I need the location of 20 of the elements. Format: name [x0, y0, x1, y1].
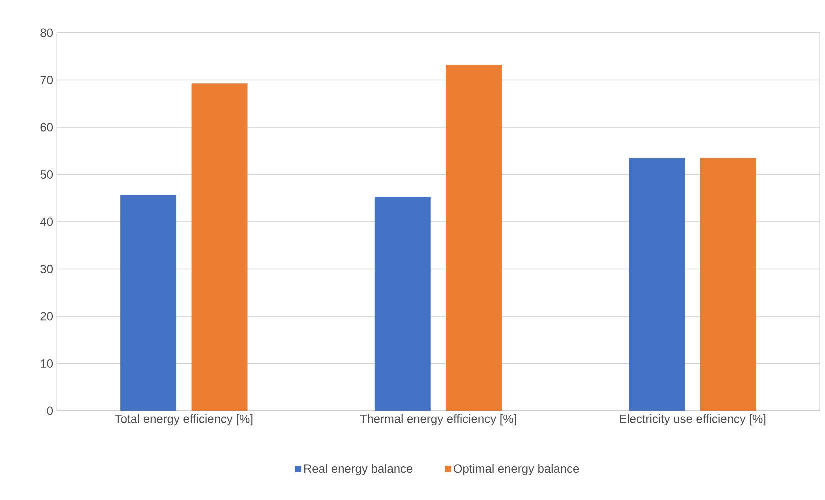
- x-tick-label: Total energy efficiency [%]: [115, 414, 253, 426]
- y-tick-label: 20: [40, 312, 54, 321]
- y-tick-label: 10: [41, 360, 54, 368]
- y-tick-label: 70: [40, 76, 54, 84]
- bar: [446, 65, 502, 411]
- y-tick-label: 0: [47, 406, 54, 416]
- legend-label: Real energy balance: [304, 464, 413, 476]
- legend-label: Optimal energy balance: [454, 464, 580, 476]
- bar: [700, 158, 756, 411]
- bar: [629, 158, 686, 411]
- x-tick-label: Thermal energy efficiency [%]: [360, 414, 516, 426]
- bar: [120, 195, 177, 411]
- bar: [192, 84, 248, 411]
- x-tick-label: Electricity use efficiency [%]: [620, 414, 766, 426]
- y-tick-label: 30: [40, 265, 54, 274]
- y-tick-label: 50: [40, 170, 54, 179]
- bar: [374, 196, 431, 411]
- y-tick-label: 60: [40, 123, 54, 132]
- y-tick-label: 80: [40, 28, 54, 38]
- y-tick-label: 40: [40, 218, 54, 226]
